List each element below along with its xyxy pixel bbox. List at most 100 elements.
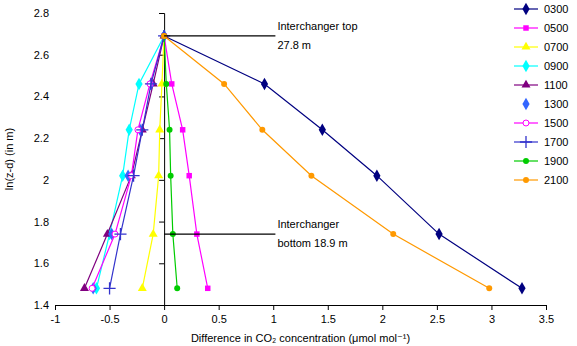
series-line — [110, 36, 165, 288]
series-marker — [114, 228, 126, 240]
legend: 0300 0500 0700 0900 1100 1300 1500 1700 1900 2100 — [514, 3, 568, 186]
series-marker — [154, 170, 163, 178]
y-tick: 1.6 — [34, 257, 164, 269]
y-tick: 2.4 — [34, 90, 164, 102]
x-tick-mark — [273, 305, 274, 310]
series-marker — [135, 78, 142, 90]
legend-entry: 1700 — [514, 136, 568, 148]
x-tick-mark — [437, 305, 438, 310]
series-marker — [168, 173, 174, 179]
x-tick: 2.5 — [430, 305, 445, 325]
x-tick-label: -1 — [51, 313, 61, 325]
legend-label: 1100 — [544, 79, 568, 91]
legend-entry: 1500 — [514, 117, 568, 129]
x-tick-label: 3 — [489, 313, 495, 325]
legend-entry: 1300 — [522, 98, 568, 110]
x-tick-label: 3.5 — [539, 313, 554, 325]
legend-label: 2100 — [544, 174, 568, 186]
series — [161, 30, 526, 295]
series-marker — [221, 81, 227, 87]
series-marker — [261, 78, 268, 90]
legend-label: 0700 — [544, 41, 568, 53]
series-marker — [390, 231, 396, 237]
legend-entry: 0300 — [514, 3, 568, 15]
series-marker — [89, 285, 95, 291]
annotation: Interchanger top 27.8 m — [164, 20, 357, 51]
series-marker — [136, 124, 148, 136]
annotation-text: Interchanger — [277, 218, 339, 230]
legend-label: 0900 — [544, 60, 568, 72]
series-line — [164, 36, 522, 288]
legend-marker — [522, 98, 529, 110]
series-line — [164, 36, 177, 288]
annotation-line — [164, 233, 275, 234]
series — [161, 33, 210, 291]
x-tick: -0.5 — [101, 305, 120, 325]
y-tick-label: 2.8 — [34, 7, 49, 19]
series-marker — [127, 170, 139, 182]
legend-marker — [523, 120, 529, 126]
y-tick: 2.8 — [34, 7, 164, 19]
x-axis-line — [56, 306, 547, 311]
series-marker — [155, 125, 164, 133]
x-tick-mark — [110, 305, 111, 310]
series-marker — [435, 228, 442, 240]
legend-marker — [523, 158, 529, 164]
y-axis-title: ln(z-d) (in m) — [3, 128, 15, 190]
x-tick: 3 — [489, 305, 495, 325]
plot: -1-0.500.511.522.533.51.41.61.822.22.42.… — [34, 7, 554, 325]
legend-marker — [522, 80, 531, 88]
series — [161, 33, 180, 291]
x-tick-label: 1.5 — [321, 313, 336, 325]
series-line — [84, 36, 164, 288]
y-tick-label: 2.6 — [34, 49, 49, 61]
series — [89, 33, 167, 291]
series-marker — [319, 124, 326, 136]
y-tick-mark — [159, 263, 164, 264]
series-marker — [138, 283, 147, 291]
x-tick-mark — [491, 305, 492, 310]
series-marker — [518, 282, 525, 294]
x-tick-mark — [55, 305, 56, 310]
series-marker — [486, 285, 492, 291]
legend-marker — [520, 136, 532, 148]
legend-label: 0500 — [544, 22, 568, 34]
series-marker — [90, 282, 97, 294]
legend-marker — [523, 177, 529, 183]
legend-label: 1700 — [544, 136, 568, 148]
series-marker — [169, 81, 174, 86]
y-tick-label: 2.4 — [34, 90, 49, 102]
y-tick: 2 — [43, 174, 164, 186]
y-axis: 1.4 1.6 1.8 2 2.2 2.4 2.6 2.8 — [34, 7, 165, 311]
series — [90, 30, 168, 295]
annotation-text: 27.8 m — [277, 39, 311, 51]
series-line — [164, 36, 489, 288]
y-tick-label: 2.2 — [34, 132, 49, 144]
x-tick: 3.5 — [539, 305, 554, 325]
legend-marker — [522, 3, 529, 15]
x-tick: 1.5 — [321, 305, 336, 325]
legend-entry: 1900 — [514, 155, 568, 167]
annotation-line — [164, 35, 275, 36]
x-tick-label: 0.5 — [212, 313, 227, 325]
series — [103, 30, 170, 295]
y-tick: 1.4 — [34, 299, 164, 311]
legend-marker — [522, 60, 529, 72]
x-tick-mark — [328, 305, 329, 310]
legend-entry: 2100 — [514, 174, 568, 186]
legend-marker — [522, 42, 531, 50]
y-tick-mark — [159, 305, 164, 306]
series-marker — [126, 124, 133, 136]
legend-label: 0300 — [544, 3, 568, 15]
series-area — [80, 30, 526, 295]
series-marker — [167, 127, 173, 133]
legend-entry: 1100 — [514, 79, 568, 91]
y-tick: 1.8 — [34, 216, 164, 228]
series-marker — [259, 127, 265, 133]
x-tick-label: 2.5 — [430, 313, 445, 325]
series-marker — [174, 285, 180, 291]
annotation-text: Interchanger top — [277, 20, 357, 32]
series-marker — [308, 173, 314, 179]
y-tick-mark — [159, 13, 164, 14]
annotation-text: bottom 18.9 m — [277, 237, 347, 249]
